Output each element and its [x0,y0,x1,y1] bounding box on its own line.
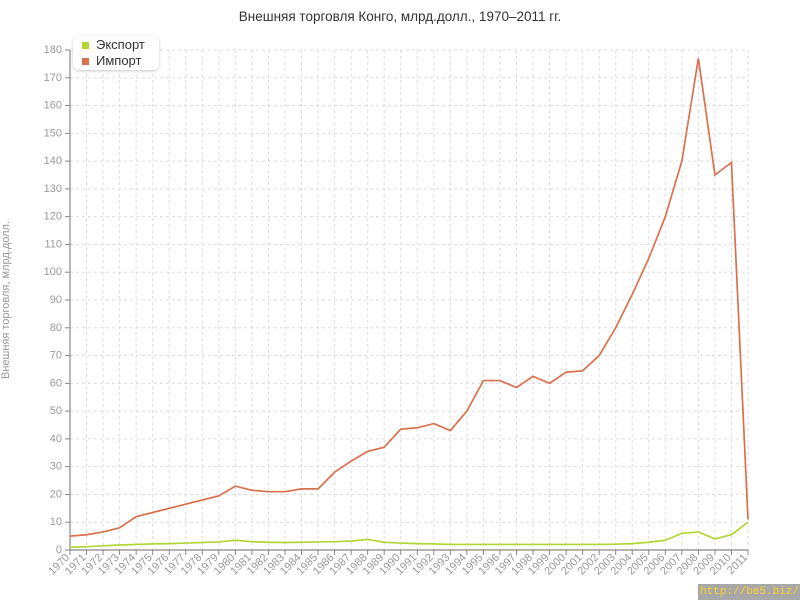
svg-text:130: 130 [44,183,62,195]
svg-text:80: 80 [50,322,62,334]
svg-text:170: 170 [44,72,62,84]
svg-text:180: 180 [44,44,62,56]
svg-text:70: 70 [50,350,62,362]
svg-text:140: 140 [44,155,62,167]
svg-text:120: 120 [44,211,62,223]
svg-text:60: 60 [50,377,62,389]
svg-text:10: 10 [50,516,62,528]
svg-text:30: 30 [50,461,62,473]
svg-text:40: 40 [50,433,62,445]
svg-text:100: 100 [44,266,62,278]
svg-text:50: 50 [50,405,62,417]
svg-text:20: 20 [50,488,62,500]
svg-text:150: 150 [44,127,62,139]
svg-text:90: 90 [50,294,62,306]
svg-text:110: 110 [44,238,62,250]
svg-text:160: 160 [44,100,62,112]
